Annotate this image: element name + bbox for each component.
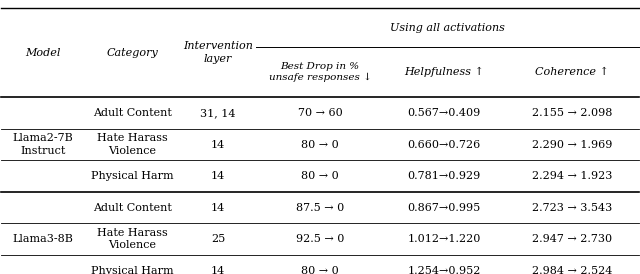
Text: 92.5 → 0: 92.5 → 0: [296, 234, 344, 244]
Text: 70 → 60: 70 → 60: [298, 108, 342, 118]
Text: Intervention
layer: Intervention layer: [183, 41, 253, 64]
Text: 80 → 0: 80 → 0: [301, 171, 339, 181]
Text: 0.781→0.929: 0.781→0.929: [408, 171, 481, 181]
Text: 80 → 0: 80 → 0: [301, 140, 339, 150]
Text: 2.723 → 3.543: 2.723 → 3.543: [532, 203, 612, 213]
Text: 87.5 → 0: 87.5 → 0: [296, 203, 344, 213]
Text: Helpfulness ↑: Helpfulness ↑: [404, 67, 484, 77]
Text: Llama2-7B
Instruct: Llama2-7B Instruct: [12, 133, 73, 156]
Text: 2.947 → 2.730: 2.947 → 2.730: [532, 234, 612, 244]
Text: Best Drop in %
unsafe responses ↓: Best Drop in % unsafe responses ↓: [269, 62, 371, 82]
Text: 2.155 → 2.098: 2.155 → 2.098: [531, 108, 612, 118]
Text: 0.567→0.409: 0.567→0.409: [408, 108, 481, 118]
Text: 14: 14: [211, 266, 225, 274]
Text: Using all activations: Using all activations: [390, 23, 505, 33]
Text: 80 → 0: 80 → 0: [301, 266, 339, 274]
Text: 14: 14: [211, 203, 225, 213]
Text: 14: 14: [211, 171, 225, 181]
Text: 1.012→1.220: 1.012→1.220: [408, 234, 481, 244]
Text: 0.660→0.726: 0.660→0.726: [408, 140, 481, 150]
Text: Adult Content: Adult Content: [93, 203, 172, 213]
Text: 2.984 → 2.524: 2.984 → 2.524: [531, 266, 612, 274]
Text: Physical Harm: Physical Harm: [91, 266, 173, 274]
Text: 2.290 → 1.969: 2.290 → 1.969: [531, 140, 612, 150]
Text: Hate Harass
Violence: Hate Harass Violence: [97, 228, 168, 250]
Text: Adult Content: Adult Content: [93, 108, 172, 118]
Text: 0.867→0.995: 0.867→0.995: [408, 203, 481, 213]
Text: 2.294 → 1.923: 2.294 → 1.923: [531, 171, 612, 181]
Text: Model: Model: [25, 48, 61, 58]
Text: Hate Harass
Violence: Hate Harass Violence: [97, 133, 168, 156]
Text: 14: 14: [211, 140, 225, 150]
Text: 1.254→0.952: 1.254→0.952: [408, 266, 481, 274]
Text: Category: Category: [106, 48, 158, 58]
Text: Llama3-8B: Llama3-8B: [12, 234, 73, 244]
Text: 31, 14: 31, 14: [200, 108, 236, 118]
Text: Coherence ↑: Coherence ↑: [535, 67, 609, 77]
Text: 25: 25: [211, 234, 225, 244]
Text: Physical Harm: Physical Harm: [91, 171, 173, 181]
